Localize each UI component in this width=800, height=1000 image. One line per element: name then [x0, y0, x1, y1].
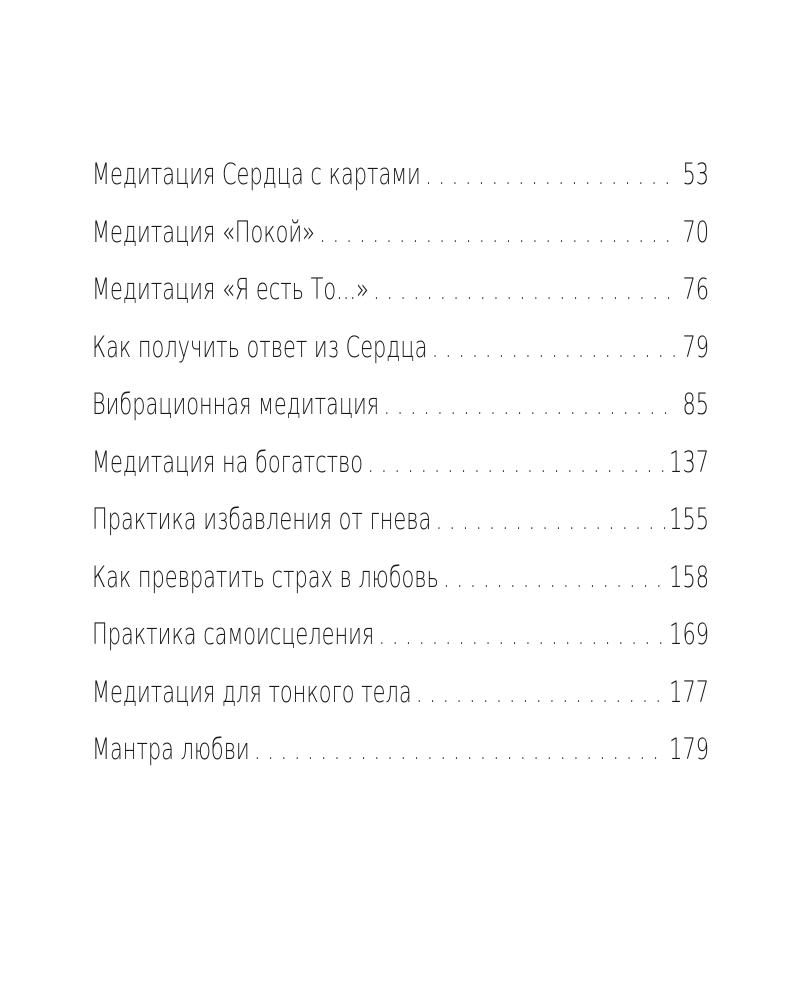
- toc-entry-page: 70: [682, 214, 710, 249]
- toc-entry-page: 79: [682, 329, 710, 364]
- toc-entry: Медитация «Покой» 70: [92, 210, 709, 268]
- dot-leader: [425, 152, 678, 196]
- toc-entry: Как получить ответ из Сердца 79: [92, 325, 709, 383]
- toc-entry: Медитация «Я есть То...» 76: [92, 267, 709, 325]
- toc-entry: Практика самоисцеления 169: [92, 612, 709, 670]
- toc-entry-page: 158: [669, 559, 710, 594]
- toc-entry: Медитация на богатство 137: [92, 440, 709, 498]
- toc-entry-title: Как получить ответ из Сердца: [92, 329, 428, 364]
- toc-entry-title: Практика избавления от гнева: [92, 502, 432, 536]
- toc-entry-page: 169: [669, 617, 710, 651]
- dot-leader: [379, 612, 665, 656]
- toc-entry-title: Как превратить страх в любовь: [92, 559, 439, 594]
- toc-entry-title: Практика самоисцеления: [92, 617, 375, 651]
- dot-leader: [432, 325, 678, 369]
- dot-leader: [254, 727, 665, 771]
- toc-entry-title: Вибрационная медитация: [92, 387, 380, 421]
- toc-entry-page: 53: [682, 157, 710, 191]
- dot-leader: [416, 670, 665, 714]
- dot-leader: [373, 267, 678, 311]
- dot-leader: [319, 210, 678, 254]
- toc-entry-page: 155: [669, 502, 710, 536]
- toc-entry-title: Медитация для тонкого тела: [92, 674, 412, 709]
- dot-leader: [436, 497, 665, 541]
- toc-entry: Как превратить страх в любовь 158: [92, 555, 709, 613]
- toc-entry-page: 179: [669, 732, 710, 766]
- dot-leader: [367, 440, 664, 484]
- toc-entry-page: 177: [669, 674, 710, 709]
- toc-entry-title: Медитация «Покой»: [92, 214, 315, 249]
- toc-entry: Медитация Сердца с картами 53: [92, 152, 709, 210]
- table-of-contents: Медитация Сердца с картами 53 Медитация «П…: [92, 152, 709, 785]
- dot-leader: [383, 382, 678, 426]
- toc-entry-title: Мантра любви: [92, 732, 250, 766]
- toc-entry: Медитация для тонкого тела 177: [92, 670, 709, 728]
- toc-entry-title: Медитация на богатство: [92, 444, 364, 479]
- dot-leader: [443, 555, 665, 599]
- toc-entry: Вибрационная медитация 85: [92, 382, 709, 440]
- toc-entry-title: Медитация «Я есть То...»: [92, 272, 369, 306]
- toc-entry-page: 76: [682, 272, 710, 306]
- toc-entry: Практика избавления от гнева 155: [92, 497, 709, 555]
- toc-entry-page: 85: [682, 387, 710, 421]
- toc-entry: Мантра любви 179: [92, 727, 709, 785]
- toc-entry-page: 137: [669, 444, 710, 479]
- toc-entry-title: Медитация Сердца с картами: [92, 157, 421, 191]
